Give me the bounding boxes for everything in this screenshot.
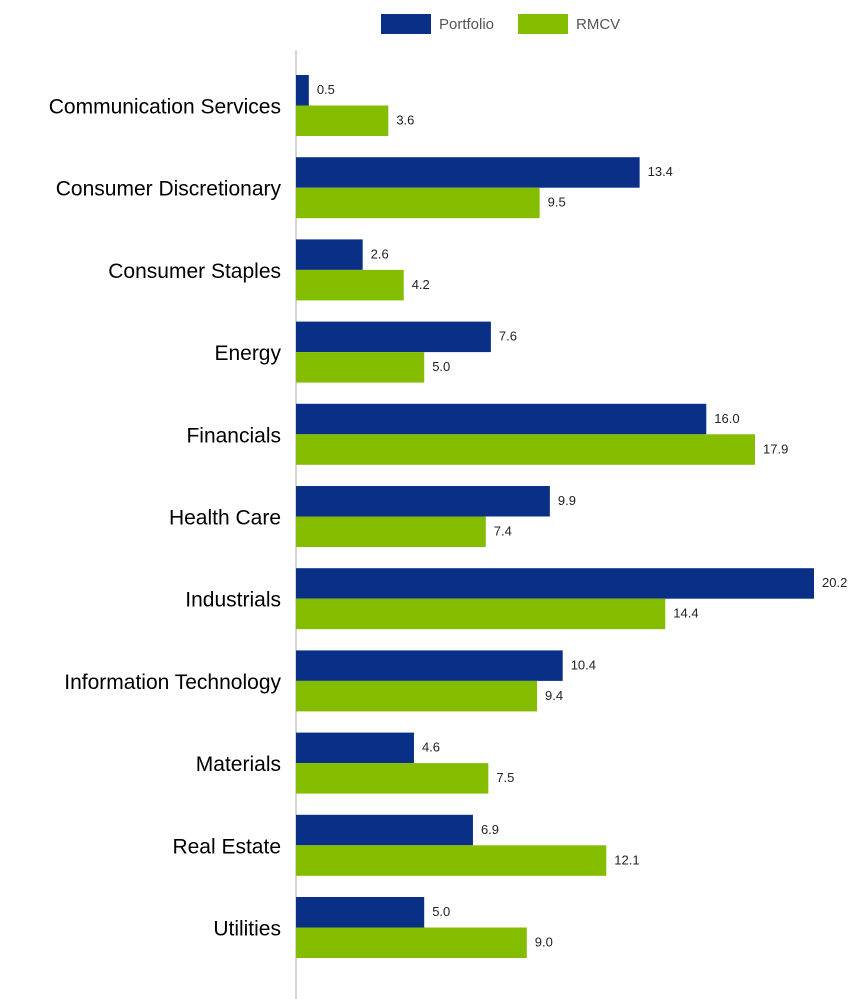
data-label-portfolio-energy: 7.6 [499, 329, 517, 344]
data-label-portfolio-consumer-discretionary: 13.4 [648, 164, 673, 179]
legend-item-rmcv: RMCV [518, 12, 620, 36]
category-label-financials: Financials [186, 424, 281, 447]
bar-portfolio-consumer-staples [296, 239, 363, 270]
bar-rmcv-real-estate [296, 845, 607, 876]
legend-item-portfolio: Portfolio [381, 12, 494, 36]
bar-portfolio-health-care [296, 486, 550, 517]
data-label-rmcv-consumer-staples: 4.2 [412, 277, 430, 292]
data-label-portfolio-real-estate: 6.9 [481, 822, 499, 837]
data-label-portfolio-materials: 4.6 [422, 740, 440, 755]
data-label-portfolio-utilities: 5.0 [432, 904, 450, 919]
data-label-portfolio-financials: 16.0 [714, 411, 739, 426]
category-label-real-estate: Real Estate [172, 835, 281, 858]
legend-swatch-portfolio [381, 14, 431, 34]
bar-rmcv-consumer-staples [296, 269, 404, 301]
data-label-portfolio-consumer-staples: 2.6 [371, 246, 389, 261]
data-label-rmcv-real-estate: 12.1 [614, 852, 639, 867]
data-label-portfolio-health-care: 9.9 [558, 493, 576, 508]
data-label-rmcv-energy: 5.0 [432, 359, 450, 374]
data-label-rmcv-industrials: 14.4 [673, 606, 698, 621]
data-label-rmcv-information-technology: 9.4 [545, 688, 563, 703]
bar-portfolio-energy [296, 321, 491, 353]
bar-rmcv-utilities [296, 927, 527, 958]
category-label-information-technology: Information Technology [64, 671, 281, 694]
bar-portfolio-information-technology [296, 650, 563, 681]
bar-portfolio-materials [296, 732, 414, 764]
bar-portfolio-consumer-discretionary [296, 157, 640, 188]
bar-rmcv-health-care [296, 516, 486, 547]
chart-legend: Portfolio RMCV [0, 12, 857, 36]
bar-rmcv-consumer-discretionary [296, 187, 540, 219]
category-label-consumer-staples: Consumer Staples [108, 260, 281, 283]
bar-rmcv-materials [296, 763, 489, 794]
bar-portfolio-industrials [296, 568, 814, 599]
data-label-rmcv-financials: 17.9 [763, 441, 788, 456]
category-label-consumer-discretionary: Consumer Discretionary [56, 178, 282, 201]
legend-swatch-rmcv [518, 14, 568, 34]
data-label-rmcv-utilities: 9.0 [535, 935, 553, 950]
data-label-rmcv-communication-services: 3.6 [396, 113, 414, 128]
data-label-rmcv-consumer-discretionary: 9.5 [548, 195, 566, 210]
category-label-communication-services: Communication Services [49, 96, 281, 119]
bar-rmcv-industrials [296, 598, 666, 630]
category-label-energy: Energy [214, 342, 281, 365]
data-label-portfolio-information-technology: 10.4 [571, 657, 596, 672]
bar-rmcv-communication-services [296, 105, 389, 136]
data-label-rmcv-materials: 7.5 [496, 770, 514, 785]
bar-rmcv-financials [296, 434, 756, 465]
category-label-utilities: Utilities [213, 918, 281, 941]
bar-portfolio-communication-services [296, 75, 309, 106]
bar-portfolio-real-estate [296, 814, 473, 846]
data-label-portfolio-communication-services: 0.5 [317, 82, 335, 97]
bar-rmcv-information-technology [296, 680, 538, 712]
bar-rmcv-energy [296, 352, 425, 383]
data-label-portfolio-industrials: 20.2 [822, 575, 847, 590]
category-label-materials: Materials [196, 753, 281, 776]
legend-label-rmcv: RMCV [576, 15, 621, 33]
bar-portfolio-financials [296, 403, 707, 435]
legend-label-portfolio: Portfolio [439, 15, 495, 33]
category-label-industrials: Industrials [185, 589, 281, 612]
bar-portfolio-utilities [296, 897, 425, 928]
category-label-health-care: Health Care [169, 507, 281, 530]
data-label-rmcv-health-care: 7.4 [494, 524, 512, 539]
